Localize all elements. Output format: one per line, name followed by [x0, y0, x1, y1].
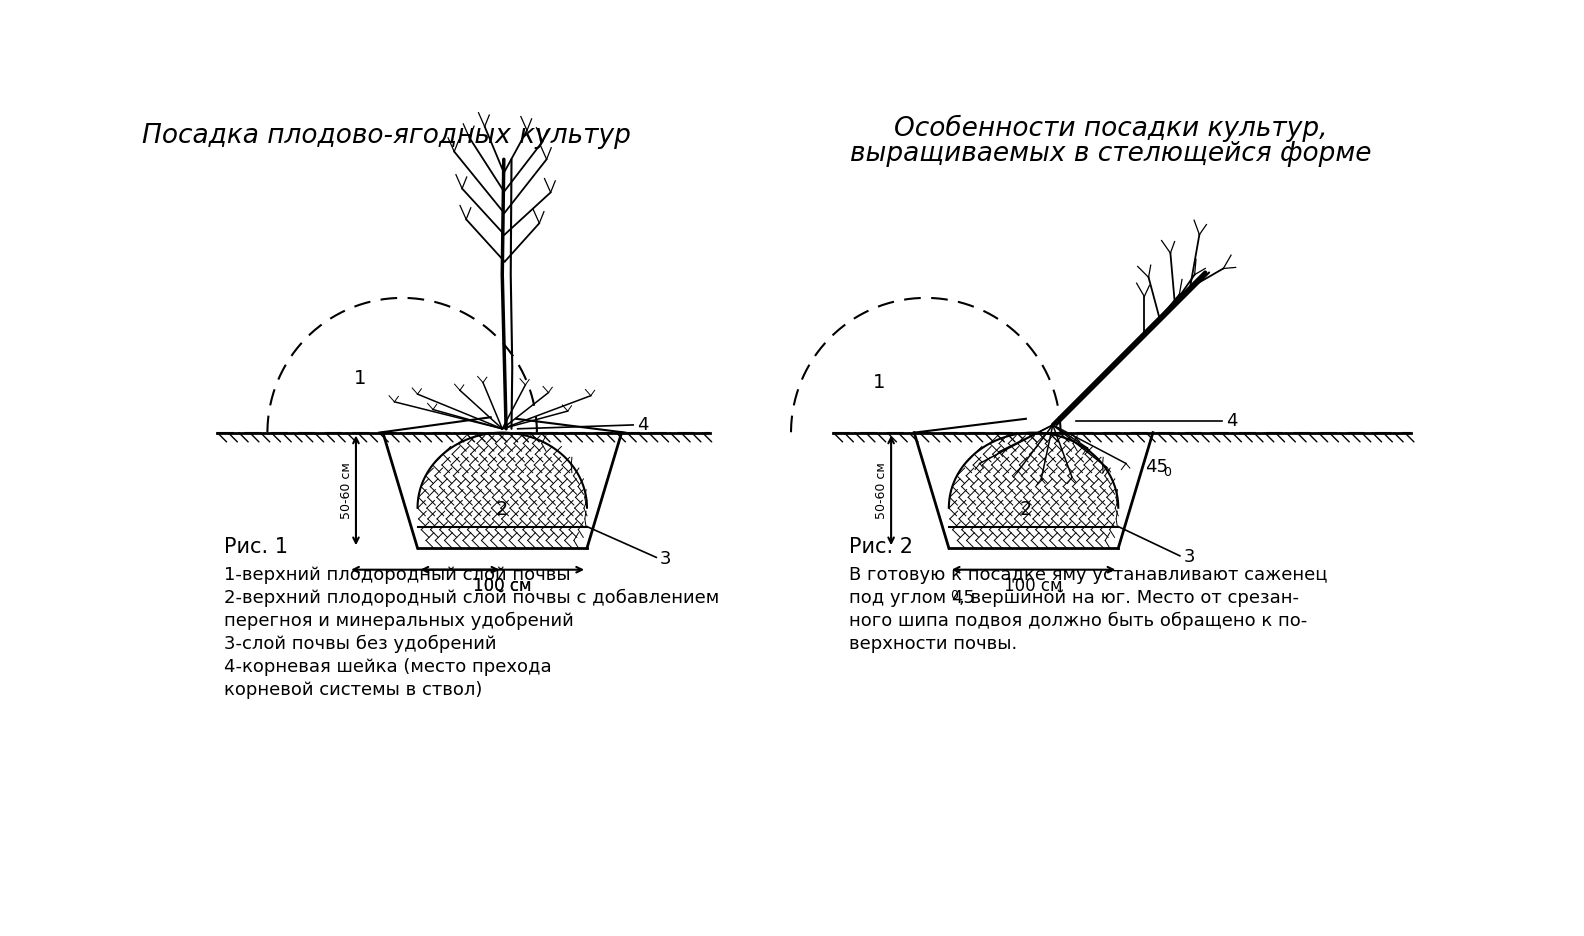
- Text: 4: 4: [1226, 412, 1237, 430]
- Text: 3: 3: [1183, 548, 1196, 566]
- Text: 100 см: 100 см: [1004, 578, 1063, 595]
- Text: 4-корневая шейка (место прехода: 4-корневая шейка (место прехода: [223, 658, 551, 676]
- Text: верхности почвы.: верхности почвы.: [849, 636, 1017, 653]
- Text: 2: 2: [1020, 500, 1033, 519]
- Text: корневой системы в ствол): корневой системы в ствол): [223, 681, 482, 699]
- Text: 1: 1: [873, 373, 885, 392]
- Text: 4: 4: [637, 416, 648, 434]
- Text: Особенности посадки культур,: Особенности посадки культур,: [893, 115, 1327, 142]
- Text: 50-60 см: 50-60 см: [874, 462, 889, 519]
- Text: перегноя и минеральных удобрений: перегноя и минеральных удобрений: [223, 612, 573, 630]
- Text: Рис. 2: Рис. 2: [849, 536, 912, 557]
- Text: 0: 0: [950, 589, 958, 602]
- Text: 45: 45: [1145, 459, 1169, 476]
- Text: 2: 2: [496, 500, 508, 519]
- Text: выращиваемых в стелющейся форме: выращиваемых в стелющейся форме: [849, 141, 1372, 167]
- Text: 1-верхний плодородный слой почвы: 1-верхний плодородный слой почвы: [223, 566, 570, 584]
- Text: 50-60 см: 50-60 см: [341, 462, 353, 519]
- Text: 1: 1: [353, 369, 366, 388]
- Text: 3-слой почвы без удобрений: 3-слой почвы без удобрений: [223, 636, 496, 653]
- Text: Рис. 1: Рис. 1: [223, 536, 288, 557]
- Text: 2-верхний плодородный слой почвы с добавлением: 2-верхний плодородный слой почвы с добав…: [223, 589, 719, 607]
- Text: ного шипа подвоя должно быть обращено к по-: ного шипа подвоя должно быть обращено к …: [849, 612, 1307, 630]
- Text: Посадка плодово-ягодных культур: Посадка плодово-ягодных культур: [143, 124, 630, 149]
- Text: 0: 0: [1163, 466, 1171, 479]
- Text: 100 см: 100 см: [474, 578, 532, 595]
- Text: 3: 3: [661, 550, 672, 568]
- Text: 100 см: 100 см: [474, 578, 532, 595]
- Text: под углом 45: под углом 45: [849, 589, 974, 607]
- Text: В готовую к посадке яму устанавливают саженец: В готовую к посадке яму устанавливают са…: [849, 566, 1327, 584]
- Text: , вершиной на юг. Место от срезан-: , вершиной на юг. Место от срезан-: [958, 589, 1299, 607]
